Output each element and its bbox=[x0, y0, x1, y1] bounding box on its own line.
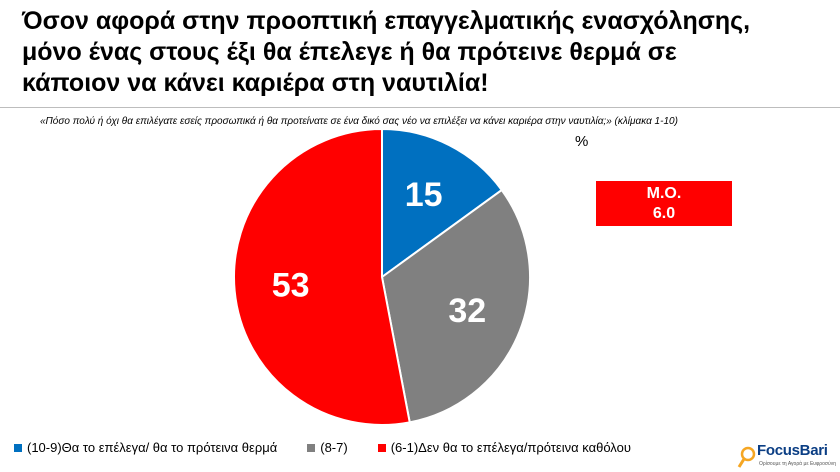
legend-label: (8-7) bbox=[320, 440, 348, 455]
pie-slice-label: 53 bbox=[272, 267, 310, 305]
legend-item: (6-1)Δεν θα το επέλεγα/πρότεινα καθόλου bbox=[377, 440, 631, 455]
pie-slice bbox=[233, 127, 411, 426]
logo-tagline: Ορίσουμε τη Αγορά με Ευφροσύνη bbox=[759, 461, 836, 467]
title-line: κάποιον να κάνει καριέρα στη ναυτιλία! bbox=[22, 69, 489, 97]
pie-slice bbox=[381, 127, 504, 279]
pie-slice-label: 32 bbox=[448, 292, 486, 330]
logo-wordmark: FocusBari bbox=[757, 442, 828, 459]
title-line: μόνο ένας στους έξι θα έπελεγε ή θα πρότ… bbox=[22, 38, 677, 66]
legend-item: (10-9)Θα το επέλεγα/ θα το πρότεινα θερμ… bbox=[14, 440, 277, 455]
page-title: Όσον αφορά στην προοπτική επαγγελματικής… bbox=[22, 6, 822, 99]
unit-label: % bbox=[575, 133, 589, 150]
mean-label: Μ.Ο. bbox=[646, 185, 682, 202]
pie-slice-label: 15 bbox=[405, 176, 443, 214]
title-line: Όσον αφορά στην προοπτική επαγγελματικής… bbox=[22, 7, 751, 35]
legend-swatch bbox=[14, 443, 22, 452]
legend-label: (10-9)Θα το επέλεγα/ θα το πρότεινα θερμ… bbox=[27, 440, 278, 455]
pie-slice bbox=[380, 188, 531, 424]
legend-item: (8-7) bbox=[307, 440, 348, 455]
brand-logo: FocusBari Ορίσουμε τη Αγορά με Ευφροσύνη bbox=[737, 438, 837, 472]
mean-value: 6.0 bbox=[652, 205, 676, 222]
mean-value-box: Μ.Ο. 6.0 bbox=[596, 181, 732, 226]
title-divider bbox=[0, 107, 840, 108]
legend-swatch bbox=[307, 443, 316, 452]
chart-legend: (10-9)Θα το επέλεγα/ θα το πρότεινα θερμ… bbox=[14, 440, 661, 455]
legend-swatch bbox=[377, 443, 386, 452]
magnifier-icon bbox=[737, 446, 756, 468]
survey-question: «Πόσο πολύ ή όχι θα επιλέγατε εσείς προσ… bbox=[40, 116, 678, 127]
legend-label: (6-1)Δεν θα το επέλεγα/πρότεινα καθόλου bbox=[390, 440, 631, 455]
